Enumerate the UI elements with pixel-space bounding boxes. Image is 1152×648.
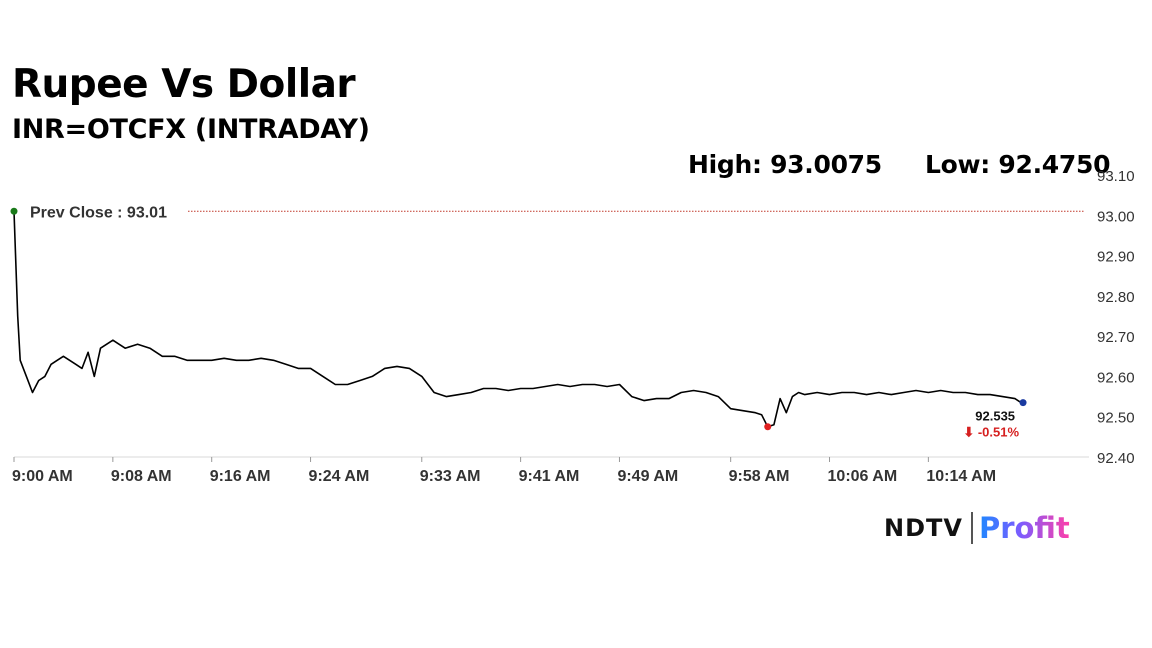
last-price-marker: [1019, 399, 1027, 407]
x-tick-label: 9:16 AM: [210, 468, 271, 485]
price-series-line: [13, 211, 1022, 428]
ndtv-profit-logo: NDTV Profit: [884, 510, 1070, 546]
high-value: High: 93.0075: [688, 150, 882, 179]
chart-subtitle: INR=OTCFX (INTRADAY): [12, 114, 370, 145]
x-tick-label: 9:49 AM: [617, 468, 678, 485]
change-percent-label: ⬇ -0.51%: [963, 425, 1019, 440]
y-tick-label: 92.50: [1097, 410, 1135, 427]
logo-profit-text: Profit: [978, 511, 1070, 545]
x-tick-label: 9:33 AM: [420, 468, 481, 485]
logo-ndtv-text: NDTV: [884, 514, 963, 542]
y-tick-label: 92.40: [1097, 450, 1135, 467]
x-tick-label: 9:41 AM: [519, 468, 580, 485]
low-value: Low: 92.4750: [925, 150, 1111, 179]
y-tick-label: 93.00: [1097, 208, 1135, 225]
x-tick-label: 9:00 AM: [12, 468, 73, 485]
x-tick-label: 9:58 AM: [729, 468, 790, 485]
y-axis: 93.10 93.00 92.90 92.80 92.70 92.60 92.50 92.40: [1097, 168, 1135, 467]
y-tick-label: 92.70: [1097, 329, 1135, 346]
y-tick-label: 93.10: [1097, 168, 1135, 185]
x-tick-label: 9:08 AM: [111, 468, 172, 485]
logo-divider: [970, 512, 973, 544]
start-marker: [10, 207, 18, 215]
chart-title: Rupee Vs Dollar: [12, 62, 356, 107]
line-chart: 93.10 93.00 92.90 92.80 92.70 92.60 92.50 92.40…: [10, 168, 1135, 485]
prev-close-label: Prev Close : 93.01: [30, 204, 167, 221]
y-tick-label: 92.90: [1097, 249, 1135, 266]
low-marker: [764, 423, 772, 431]
x-tick-label: 10:06 AM: [828, 468, 898, 485]
y-tick-label: 92.80: [1097, 289, 1135, 306]
x-tick-label: 9:24 AM: [309, 468, 370, 485]
x-axis: 9:00 AM 9:08 AM 9:16 AM 9:24 AM 9:33 AM 9:41 …: [12, 456, 1089, 485]
x-tick-label: 10:14 AM: [926, 468, 996, 485]
y-tick-label: 92.60: [1097, 369, 1135, 386]
last-price-label: 92.535: [975, 409, 1015, 424]
